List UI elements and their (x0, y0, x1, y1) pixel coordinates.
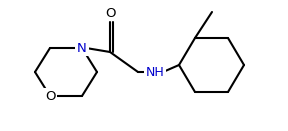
Text: N: N (77, 42, 87, 54)
Text: O: O (105, 7, 115, 20)
Text: NH: NH (146, 66, 164, 78)
Text: O: O (45, 89, 55, 102)
